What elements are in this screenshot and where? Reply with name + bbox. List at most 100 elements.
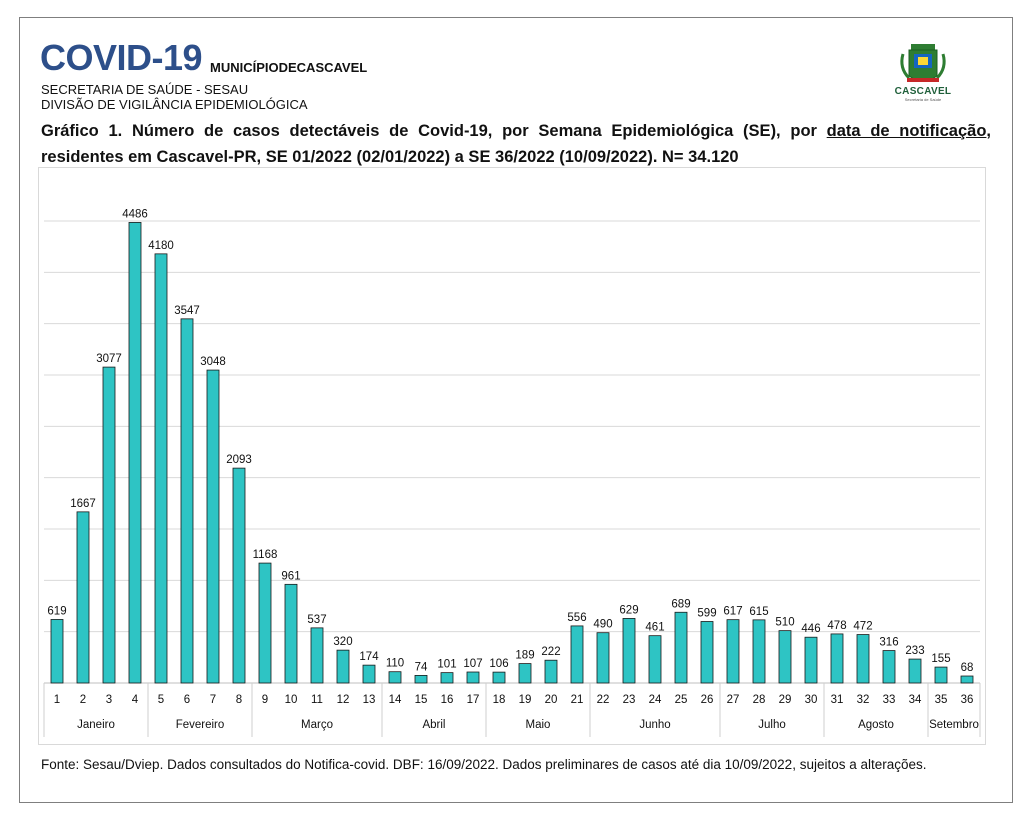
bar <box>310 627 324 684</box>
bar <box>960 675 974 684</box>
x-tick-label: 28 <box>753 694 766 706</box>
x-tick-label: 24 <box>649 694 662 706</box>
x-tick-label: 31 <box>831 694 844 706</box>
data-label: 320 <box>333 636 352 648</box>
bar <box>440 672 454 684</box>
bar <box>908 658 922 684</box>
x-tick-label: 4 <box>132 694 139 706</box>
bar <box>596 632 610 684</box>
caption-part2: , residentes em Cascavel-PR, SE 01/2022 … <box>41 122 991 166</box>
month-label: Fevereiro <box>176 719 225 731</box>
month-label: Agosto <box>858 719 894 731</box>
data-label: 556 <box>567 612 586 624</box>
report-title: COVID-19 <box>40 37 203 78</box>
month-label: Julho <box>758 719 786 731</box>
data-label: 490 <box>593 619 612 631</box>
x-tick-label: 5 <box>158 694 164 706</box>
bar <box>804 636 818 684</box>
city-coat-of-arms-icon <box>900 44 946 82</box>
bar <box>752 619 766 684</box>
bar-chart: 619 1 1667 2 3077 3 4486 4 4180 5 3547 6 3048 7 2093 8 1… <box>43 208 981 737</box>
bar <box>102 366 116 684</box>
data-label: 107 <box>463 658 482 670</box>
data-label: 472 <box>853 621 872 633</box>
secretaria-label: SECRETARIA DE SAÚDE - SESAU <box>41 82 249 97</box>
bar <box>154 253 168 684</box>
bar <box>648 635 662 684</box>
data-label: 537 <box>307 614 326 626</box>
bar <box>934 666 948 684</box>
data-label: 629 <box>619 604 638 616</box>
data-label: 4180 <box>148 240 174 252</box>
month-label: Março <box>301 719 333 731</box>
data-label: 101 <box>437 659 456 671</box>
data-label: 510 <box>775 617 794 629</box>
page-frame <box>19 17 1013 803</box>
x-tick-label: 11 <box>311 694 323 706</box>
x-tick-label: 18 <box>493 694 506 706</box>
bar <box>466 671 480 684</box>
data-label: 233 <box>905 645 924 657</box>
x-tick-label: 21 <box>571 694 584 706</box>
data-label: 3547 <box>174 305 200 317</box>
x-tick-label: 27 <box>727 694 740 706</box>
data-label: 74 <box>415 661 428 673</box>
data-label: 110 <box>386 658 404 670</box>
x-tick-label: 20 <box>545 694 558 706</box>
data-label: 617 <box>723 606 742 618</box>
bar <box>518 663 532 684</box>
bar <box>180 318 194 684</box>
x-tick-label: 3 <box>106 694 112 706</box>
x-tick-label: 25 <box>675 694 688 706</box>
x-tick-label: 29 <box>779 694 792 706</box>
bar <box>336 649 350 684</box>
bar <box>206 369 220 684</box>
data-label: 68 <box>961 662 974 674</box>
data-label: 619 <box>47 605 66 617</box>
x-tick-label: 17 <box>467 694 480 706</box>
data-label: 3048 <box>200 356 226 368</box>
bar <box>492 671 506 684</box>
caption-underlined: data de notificação <box>826 122 987 140</box>
x-tick-label: 10 <box>285 694 298 706</box>
x-tick-label: 32 <box>857 694 870 706</box>
x-tick-label: 22 <box>597 694 610 706</box>
x-tick-label: 23 <box>623 694 636 706</box>
x-tick-label: 13 <box>363 694 376 706</box>
month-label: Abril <box>422 719 445 731</box>
data-label: 189 <box>515 650 534 662</box>
bar <box>258 562 272 684</box>
bar <box>76 511 90 684</box>
bar <box>778 630 792 684</box>
bar <box>674 611 688 684</box>
bar <box>232 467 246 684</box>
x-tick-label: 9 <box>262 694 268 706</box>
x-tick-label: 7 <box>210 694 216 706</box>
bar <box>700 621 714 684</box>
chart-caption: Gráfico 1. Número de casos detectáveis d… <box>41 118 991 170</box>
bar <box>622 618 636 684</box>
data-label: 4486 <box>122 208 148 220</box>
bar <box>830 633 844 684</box>
data-label: 155 <box>931 653 950 665</box>
chart-border <box>38 167 986 745</box>
data-label: 961 <box>281 570 300 582</box>
month-label: Setembro <box>929 719 979 731</box>
bar <box>388 671 402 684</box>
source-note: Fonte: Sesau/Dviep. Dados consultados do… <box>41 757 927 772</box>
x-tick-label: 12 <box>337 694 350 706</box>
month-label: Junho <box>639 719 670 731</box>
data-label: 599 <box>697 608 716 620</box>
data-label: 478 <box>827 620 846 632</box>
municipality-label: MUNICÍPIODECASCAVEL <box>210 60 368 75</box>
month-label: Maio <box>526 719 551 731</box>
logo-tagline: Secretaria de Saúde <box>904 97 942 102</box>
divisao-label: DIVISÃO DE VIGILÂNCIA EPIDEMIOLÓGICA <box>41 97 308 112</box>
data-label: 461 <box>645 622 664 634</box>
bar <box>362 664 376 684</box>
x-tick-label: 8 <box>236 694 242 706</box>
x-tick-label: 14 <box>389 694 402 706</box>
bar <box>856 634 870 684</box>
data-label: 446 <box>801 623 820 635</box>
x-tick-label: 2 <box>80 694 86 706</box>
